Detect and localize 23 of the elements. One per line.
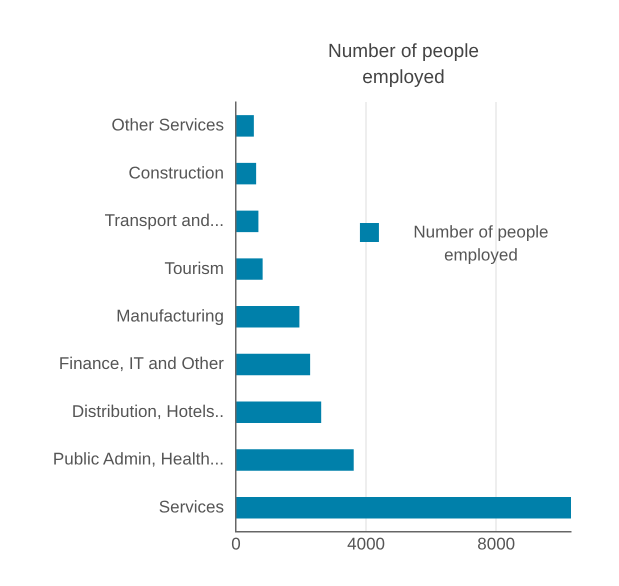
y-tick-label: Other Services [112, 116, 224, 135]
y-tick-label: Construction [128, 163, 224, 182]
y-tick-label: Finance, IT and Other [58, 354, 224, 374]
x-tick-label: 0 [231, 534, 241, 554]
bar [236, 210, 258, 232]
bar [236, 162, 256, 184]
y-tick-label: Manufacturing [116, 306, 224, 326]
bar [236, 115, 254, 137]
y-tick-label: Tourism [164, 258, 224, 278]
legend-label: Number of people employed [413, 222, 548, 265]
y-tick-label: Public Admin, Health... [52, 450, 224, 469]
y-tick-label: Distribution, Hotels.. [72, 402, 224, 421]
y-tick-label: Services [158, 497, 224, 516]
bar [236, 449, 354, 471]
chart-title: Number of people employed [328, 41, 480, 88]
x-tick-label: 8000 [477, 534, 516, 554]
bar [236, 402, 322, 424]
bar [236, 306, 300, 328]
bar [236, 496, 571, 518]
y-tick-label: Transport and... [104, 211, 224, 230]
bar [236, 258, 263, 280]
x-tick-label: 4000 [347, 534, 385, 554]
bar [236, 354, 310, 376]
